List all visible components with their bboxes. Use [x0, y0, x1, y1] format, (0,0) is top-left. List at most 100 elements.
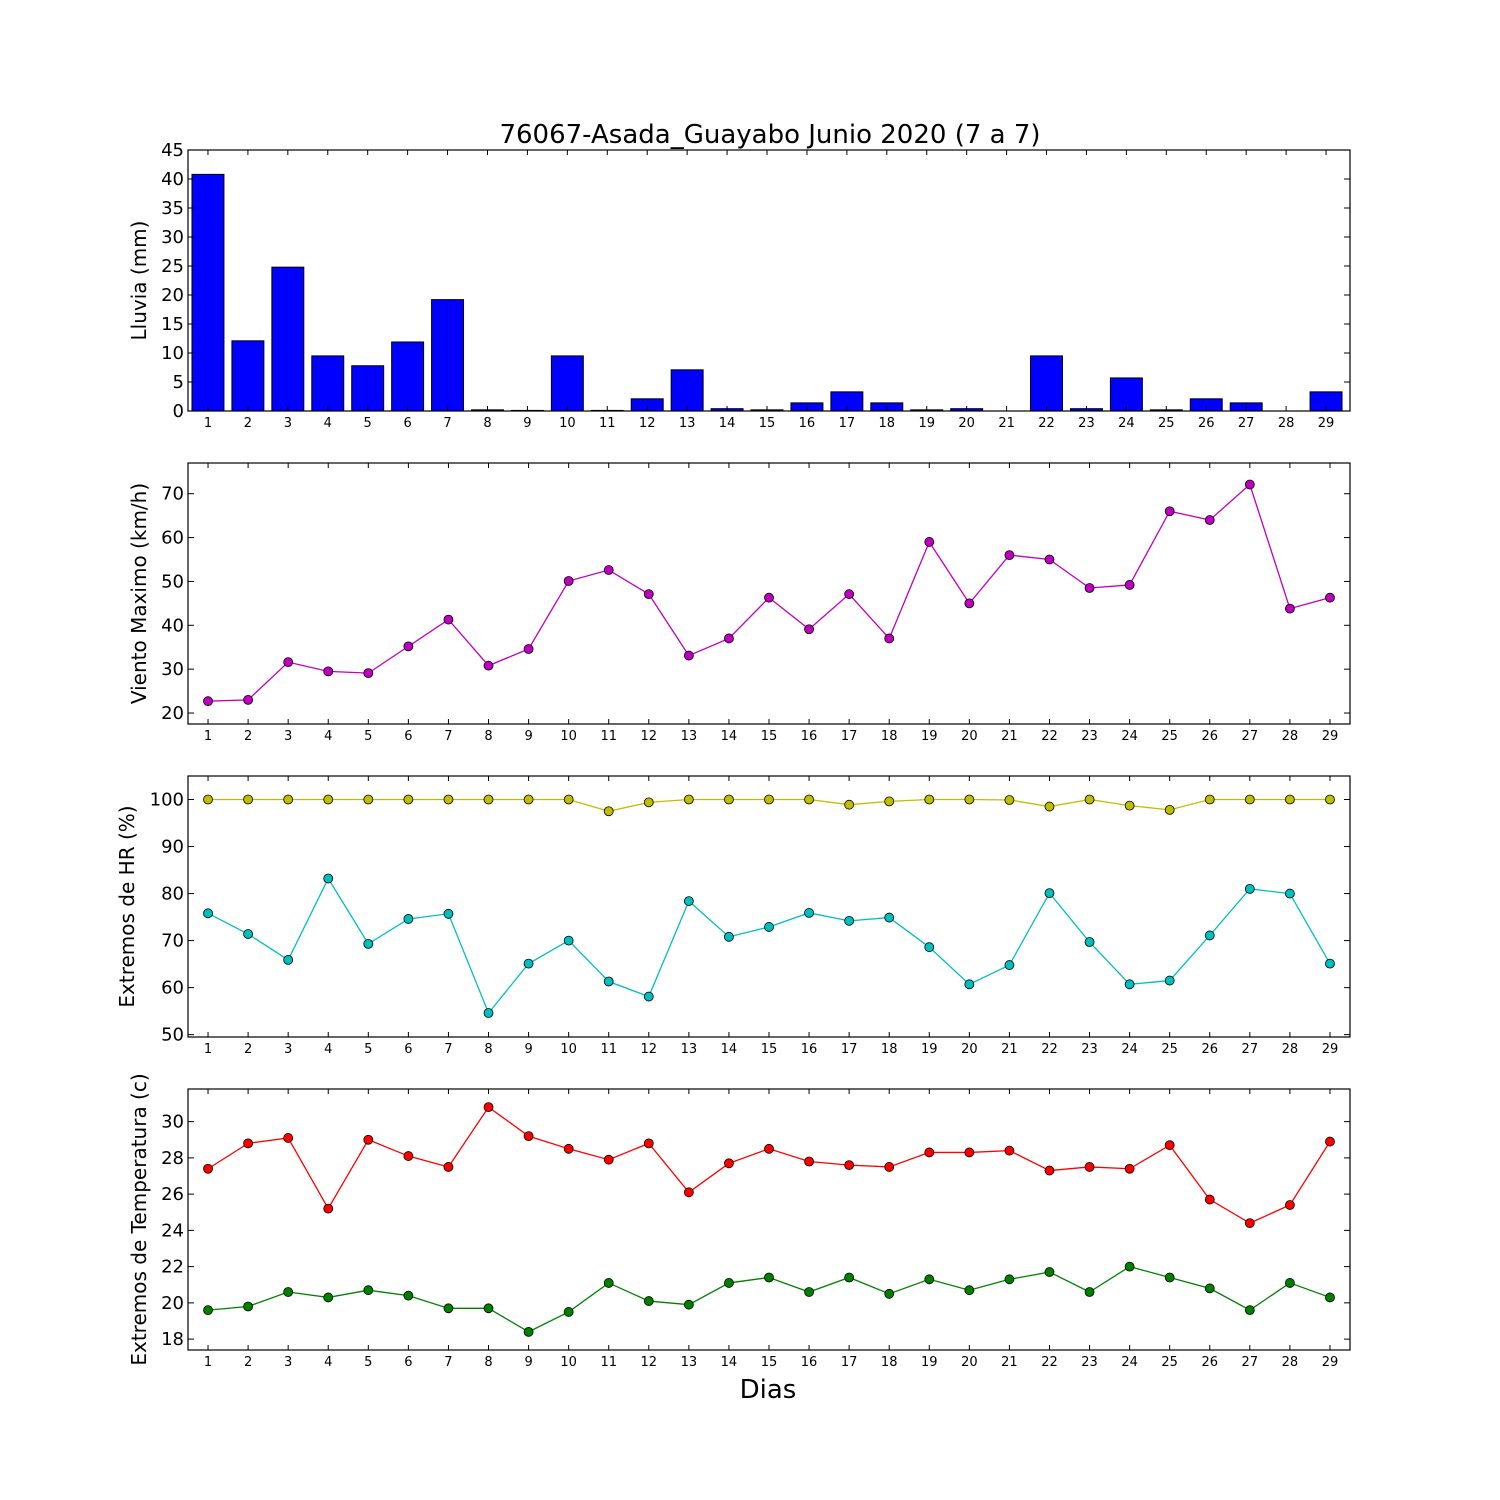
point-temperatura-1-2 — [243, 1301, 254, 1312]
point-temperatura-0-11 — [603, 1154, 614, 1165]
bar-lluvia-10 — [550, 355, 584, 412]
ytick-label-viento: 20 — [161, 703, 184, 724]
xtick-label-temperatura: 18 — [881, 1355, 898, 1370]
point-temperatura-1-29 — [1325, 1292, 1335, 1303]
xtick-label-temperatura: 11 — [600, 1355, 617, 1370]
point-hr-0-13 — [683, 794, 694, 805]
xtick-label-lluvia: 13 — [679, 416, 696, 431]
xtick-label-temperatura: 29 — [1322, 1355, 1339, 1370]
x-axis-label: Dias — [740, 1375, 797, 1405]
xtick-label-viento: 5 — [364, 729, 372, 744]
point-temperatura-0-10 — [563, 1143, 574, 1154]
xtick-label-viento: 2 — [244, 729, 252, 744]
point-viento-0-20 — [964, 598, 975, 609]
bar-lluvia-3 — [271, 266, 305, 412]
xtick-label-viento: 27 — [1242, 729, 1259, 744]
xtick-label-hr: 9 — [524, 1042, 532, 1057]
xtick-label-temperatura: 19 — [921, 1355, 938, 1370]
xtick-label-temperatura: 9 — [524, 1355, 532, 1370]
xtick-label-lluvia: 19 — [918, 416, 935, 431]
point-viento-0-13 — [683, 650, 694, 661]
xtick-label-hr: 6 — [404, 1042, 412, 1057]
point-viento-0-26 — [1204, 515, 1215, 525]
xtick-label-viento: 17 — [841, 729, 858, 744]
xtick-label-viento: 11 — [600, 729, 617, 744]
point-hr-1-2 — [243, 929, 254, 939]
point-hr-1-12 — [643, 991, 654, 1002]
xtick-label-hr: 23 — [1081, 1042, 1098, 1057]
bar-lluvia-24 — [1109, 377, 1143, 412]
point-hr-0-7 — [443, 794, 454, 805]
point-temperatura-1-19 — [924, 1274, 935, 1285]
point-temperatura-1-9 — [523, 1326, 534, 1337]
xtick-label-viento: 20 — [961, 729, 978, 744]
ytick-label-temperatura: 18 — [161, 1329, 184, 1350]
ytick-label-viento: 30 — [161, 659, 184, 680]
xtick-label-hr: 29 — [1322, 1042, 1339, 1057]
point-hr-1-22 — [1044, 888, 1055, 898]
point-temperatura-1-22 — [1044, 1267, 1055, 1277]
xtick-label-viento: 18 — [881, 729, 898, 744]
xtick-label-lluvia: 7 — [443, 416, 451, 431]
xtick-label-lluvia: 4 — [324, 416, 332, 431]
point-viento-0-22 — [1044, 554, 1055, 565]
xtick-label-viento: 19 — [921, 729, 938, 744]
xtick-label-viento: 15 — [761, 729, 778, 744]
point-hr-1-19 — [924, 942, 935, 953]
point-hr-1-28 — [1285, 888, 1295, 899]
point-hr-1-1 — [203, 908, 213, 919]
xtick-label-temperatura: 20 — [961, 1355, 978, 1370]
point-viento-0-6 — [403, 641, 414, 652]
point-viento-0-1 — [203, 696, 213, 707]
point-hr-1-18 — [884, 912, 895, 923]
point-viento-0-25 — [1164, 506, 1175, 517]
point-viento-0-7 — [443, 614, 454, 625]
point-temperatura-1-18 — [884, 1288, 895, 1299]
point-temperatura-1-17 — [844, 1272, 855, 1283]
point-temperatura-0-5 — [363, 1134, 374, 1145]
xtick-label-viento: 13 — [681, 729, 698, 744]
xtick-label-lluvia: 28 — [1278, 416, 1295, 431]
point-temperatura-1-25 — [1164, 1272, 1175, 1283]
point-temperatura-1-21 — [1004, 1274, 1015, 1285]
ytick-label-viento: 60 — [161, 528, 184, 549]
ytick-label-temperatura: 30 — [161, 1112, 184, 1133]
ytick-label-hr: 70 — [161, 931, 184, 952]
point-hr-1-5 — [363, 938, 374, 949]
point-temperatura-1-10 — [563, 1307, 574, 1317]
ytick-label-lluvia: 20 — [161, 285, 184, 306]
ytick-label-lluvia: 45 — [161, 140, 184, 161]
xtick-label-hr: 5 — [364, 1042, 372, 1057]
xtick-label-temperatura: 12 — [641, 1355, 658, 1370]
point-temperatura-0-13 — [683, 1187, 694, 1198]
ytick-label-hr: 100 — [150, 790, 184, 811]
point-temperatura-0-6 — [403, 1151, 414, 1161]
point-temperatura-1-28 — [1285, 1278, 1295, 1288]
point-temperatura-0-14 — [724, 1158, 734, 1169]
point-temperatura-0-17 — [844, 1160, 855, 1171]
point-temperatura-0-18 — [884, 1162, 895, 1172]
point-viento-0-15 — [764, 592, 774, 603]
point-hr-0-27 — [1244, 794, 1255, 805]
xtick-label-temperatura: 2 — [244, 1355, 252, 1370]
point-hr-1-10 — [563, 935, 574, 946]
point-temperatura-1-8 — [483, 1303, 494, 1314]
bar-lluvia-6 — [391, 341, 425, 412]
xtick-label-viento: 25 — [1161, 729, 1178, 744]
point-viento-0-18 — [884, 633, 895, 644]
point-hr-0-9 — [523, 794, 534, 805]
xtick-label-hr: 14 — [721, 1042, 738, 1057]
point-temperatura-1-26 — [1204, 1283, 1215, 1294]
xtick-label-lluvia: 5 — [364, 416, 372, 431]
point-temperatura-1-3 — [283, 1287, 294, 1297]
xtick-label-viento: 29 — [1322, 729, 1339, 744]
point-temperatura-0-2 — [243, 1138, 254, 1149]
point-hr-1-24 — [1124, 979, 1135, 990]
point-hr-0-8 — [483, 794, 494, 805]
xtick-label-temperatura: 26 — [1201, 1355, 1218, 1370]
point-temperatura-1-7 — [443, 1303, 454, 1314]
point-hr-0-29 — [1325, 794, 1335, 805]
ytick-label-hr: 90 — [161, 837, 184, 858]
point-hr-0-17 — [844, 799, 855, 810]
